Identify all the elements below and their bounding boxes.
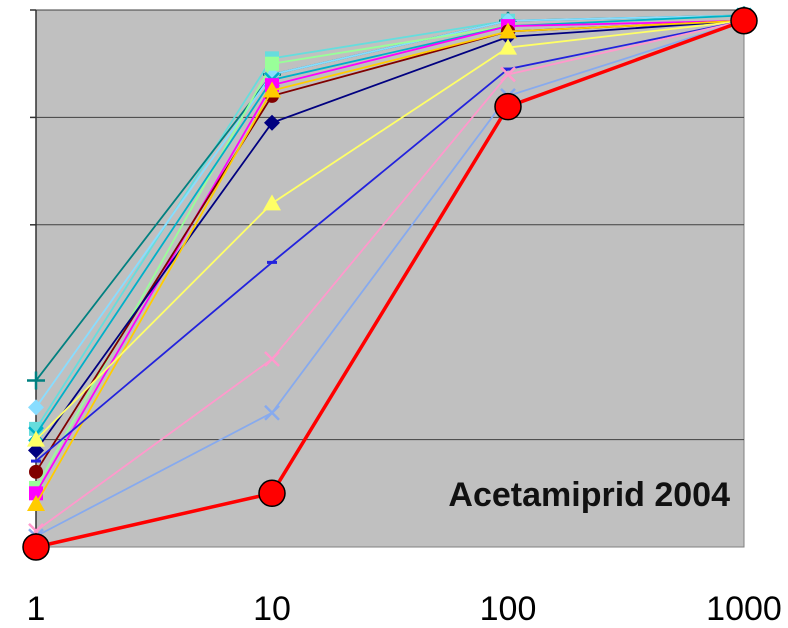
data-point <box>500 66 516 83</box>
data-point <box>730 6 758 35</box>
data-point <box>263 81 281 98</box>
series-group <box>22 6 758 561</box>
data-point <box>27 371 45 390</box>
x-tick-label: 1000 <box>706 590 782 628</box>
data-point <box>264 351 280 367</box>
data-point <box>29 464 43 479</box>
data-point <box>22 533 50 561</box>
series-line <box>35 19 745 451</box>
series-4 <box>31 19 749 463</box>
series-6 <box>27 11 753 512</box>
series-line <box>35 19 745 549</box>
data-point <box>499 38 517 55</box>
data-point <box>265 56 279 71</box>
annotation-label: Acetamiprid 2004 <box>448 476 730 514</box>
series-line <box>35 14 745 408</box>
series-line <box>35 19 745 538</box>
data-point <box>258 479 286 508</box>
x-tick-labels: 1 10 100 1000 <box>27 590 782 628</box>
data-point <box>264 114 280 131</box>
data-point <box>494 92 522 121</box>
series-line <box>35 19 745 441</box>
series-1 <box>22 6 758 561</box>
data-point <box>264 404 280 421</box>
series-line <box>35 14 745 435</box>
x-tick-label: 1 <box>27 590 46 628</box>
plot-area <box>35 9 745 548</box>
series-line <box>35 19 745 494</box>
gridlines <box>30 9 744 441</box>
data-point <box>27 495 45 512</box>
data-point <box>263 194 281 211</box>
series-line <box>35 19 745 462</box>
data-point <box>28 399 44 416</box>
x-tick-label: 100 <box>480 590 537 628</box>
data-point <box>499 22 517 39</box>
series-line <box>35 19 745 532</box>
series-line <box>35 19 745 505</box>
data-point <box>27 430 45 447</box>
x-tick-label: 10 <box>253 590 291 628</box>
